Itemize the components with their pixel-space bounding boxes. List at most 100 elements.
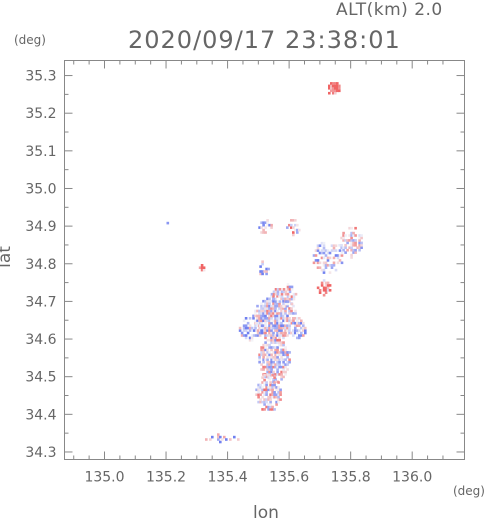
- data-cell: [262, 353, 265, 357]
- data-cell: [273, 393, 276, 396]
- data-cell: [263, 408, 266, 411]
- data-cell: [270, 363, 273, 366]
- data-cell: [278, 295, 281, 298]
- data-cell: [286, 317, 289, 320]
- data-cell: [282, 307, 285, 310]
- data-cell: [269, 395, 272, 399]
- data-cell: [273, 383, 276, 387]
- data-cell: [346, 241, 349, 245]
- data-cell: [354, 239, 357, 242]
- data-cell: [322, 279, 326, 282]
- data-cell: [284, 373, 287, 376]
- data-cell: [322, 261, 326, 265]
- data-cell: [330, 264, 334, 267]
- data-cell: [278, 302, 281, 305]
- data-cell: [260, 317, 263, 320]
- data-cell: [284, 370, 287, 374]
- data-cell: [278, 360, 281, 364]
- data-cell: [271, 405, 274, 409]
- data-cell: [261, 260, 264, 263]
- data-cell: [248, 317, 252, 320]
- data-cell: [292, 233, 295, 237]
- data-cell: [252, 314, 255, 318]
- data-cell: [265, 383, 268, 387]
- data-cell: [352, 251, 355, 254]
- data-cell: [352, 244, 355, 247]
- data-cell: [274, 319, 277, 323]
- data-cell: [286, 285, 290, 289]
- data-cell: [262, 304, 265, 308]
- data-cell: [336, 84, 339, 88]
- data-cell: [276, 363, 279, 366]
- data-cell: [272, 292, 276, 296]
- data-cell: [280, 375, 283, 379]
- data-cell: [276, 292, 280, 296]
- data-cell: [260, 351, 263, 354]
- data-cell: [266, 299, 269, 303]
- data-cell: [284, 348, 287, 352]
- data-cell: [277, 388, 280, 392]
- data-cell: [259, 265, 262, 268]
- data-cell: [286, 226, 289, 229]
- data-cell: [264, 231, 267, 234]
- data-cell: [275, 403, 278, 406]
- data-cell: [267, 386, 270, 389]
- data-cell: [350, 226, 353, 230]
- data-cell: [272, 302, 275, 305]
- data-cell: [278, 304, 281, 308]
- data-cell: [314, 259, 318, 262]
- data-cell: [350, 239, 353, 242]
- data-cell: [272, 319, 275, 323]
- data-cell: [259, 386, 262, 389]
- data-cell: [284, 331, 287, 335]
- data-cell: [278, 329, 281, 332]
- data-cell: [277, 391, 280, 394]
- data-cell: [265, 400, 268, 404]
- data-cell: [264, 307, 267, 310]
- data-cell: [298, 329, 301, 332]
- data-cell: [340, 261, 344, 265]
- data-cell: [352, 234, 355, 237]
- data-cell: [296, 319, 299, 323]
- data-cell: [334, 89, 337, 93]
- y-tick-label: 35.1: [25, 144, 56, 160]
- data-cell: [270, 370, 273, 374]
- data-cell: [280, 309, 283, 313]
- data-cell: [270, 304, 273, 308]
- data-cell: [264, 309, 267, 313]
- data-cell: [275, 400, 278, 404]
- data-cell: [219, 435, 222, 439]
- data-cell: [340, 246, 343, 249]
- data-cell: [304, 326, 307, 330]
- data-cell: [259, 400, 262, 404]
- y-tick-label: 35.0: [25, 181, 56, 197]
- data-cell: [260, 312, 263, 315]
- data-cell: [264, 365, 267, 369]
- data-cell: [282, 324, 285, 327]
- data-cell: [274, 378, 277, 381]
- data-cell: [280, 356, 283, 359]
- data-cell: [282, 334, 285, 337]
- data-cell: [282, 365, 285, 369]
- y-tick-label: 34.4: [25, 407, 56, 423]
- data-cell: [268, 299, 271, 303]
- data-cell: [326, 251, 330, 255]
- data-cell: [268, 363, 271, 366]
- data-cell: [258, 353, 261, 357]
- data-cell: [296, 331, 299, 335]
- data-cell: [334, 249, 338, 252]
- data-cell: [268, 312, 271, 315]
- data-cell: [272, 336, 275, 339]
- data-cell: [257, 388, 260, 392]
- data-cell: [274, 348, 277, 352]
- data-cell: [244, 329, 248, 332]
- data-cell: [276, 351, 279, 354]
- data-cell: [272, 297, 276, 301]
- data-cell: [294, 223, 297, 227]
- data-cell: [269, 393, 272, 396]
- data-cell: [260, 346, 263, 349]
- data-cell: [257, 400, 260, 404]
- data-cell: [268, 324, 271, 327]
- data-cell: [350, 236, 353, 240]
